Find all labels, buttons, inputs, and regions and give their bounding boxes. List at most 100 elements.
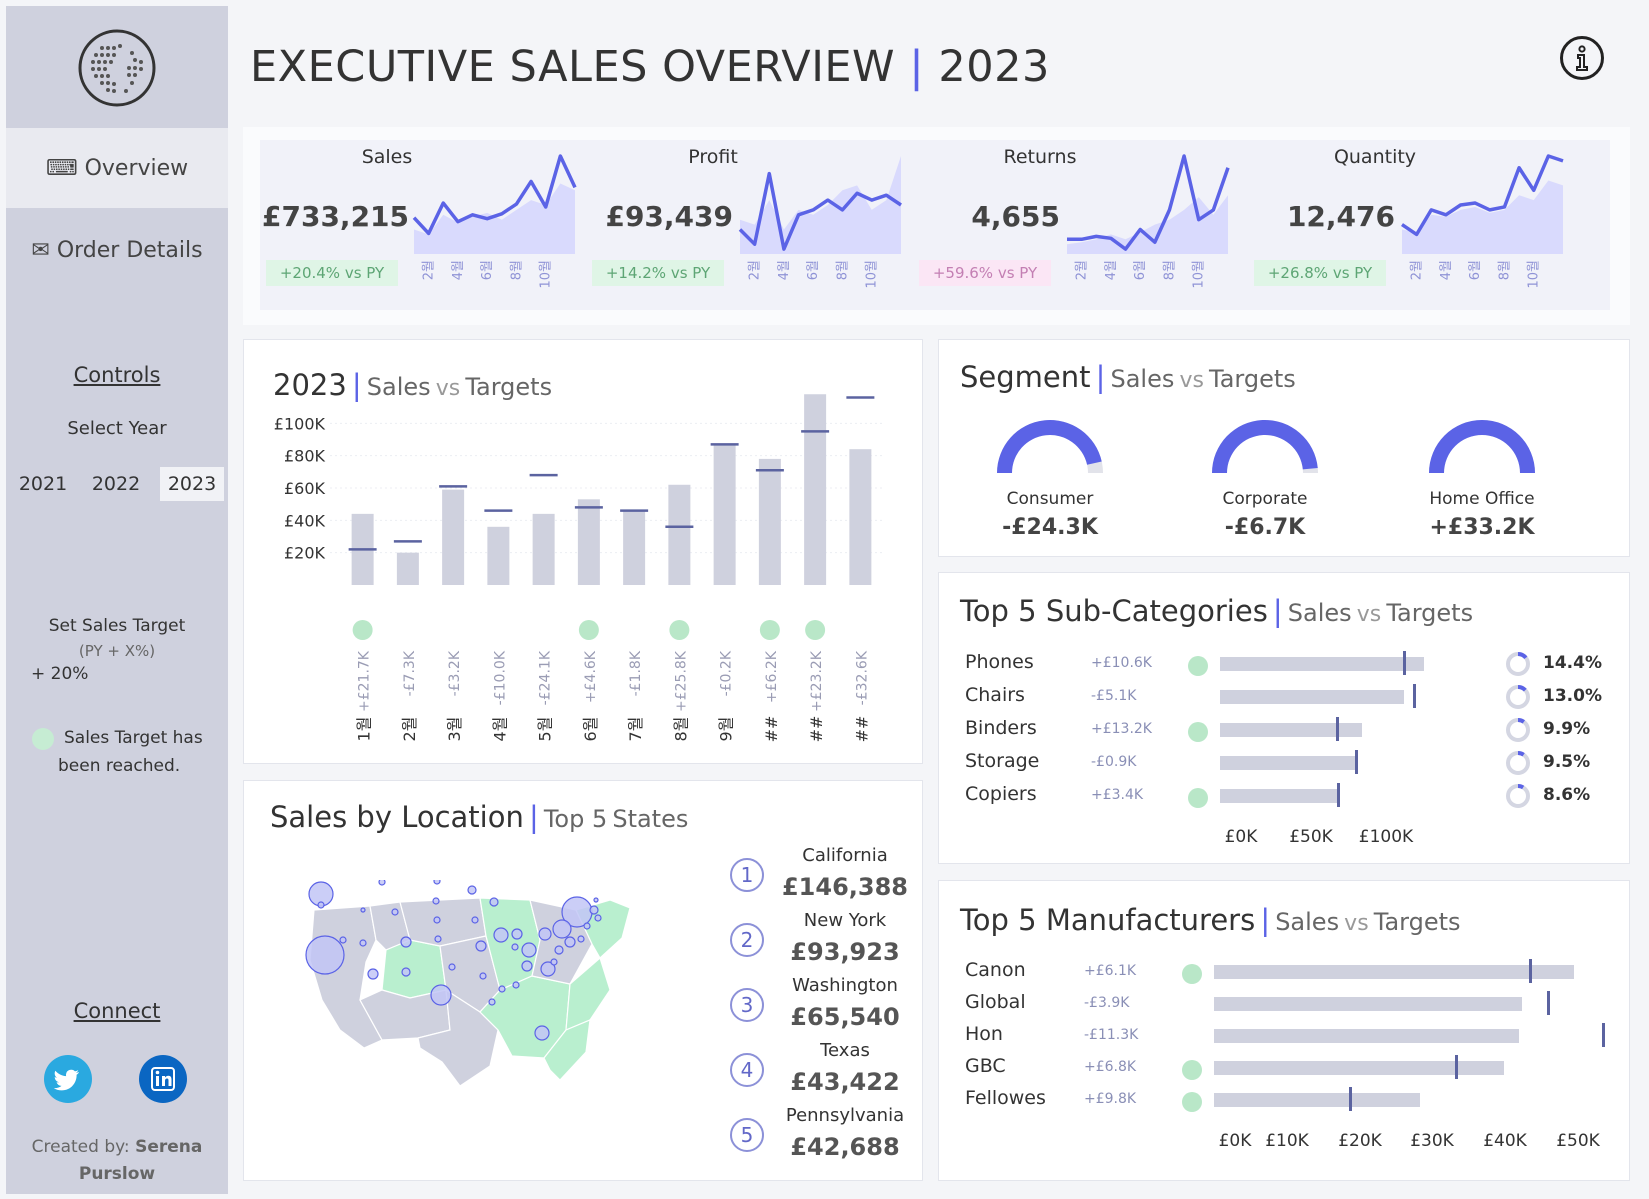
sales-target-value[interactable]: + 20%	[31, 664, 89, 684]
year-2022-button[interactable]: 2022	[91, 473, 141, 495]
kpi-card-returns[interactable]: Returns 4,655 +59.6% vs PY 2월 4월 6월 8월 10월	[915, 140, 1235, 310]
twitter-icon[interactable]	[44, 1055, 92, 1103]
manufacturers-target-mark	[1455, 1055, 1459, 1079]
subcats-row[interactable]: Copiers +£3.4K 8.6%	[945, 779, 1625, 812]
info-icon[interactable]	[1560, 36, 1604, 80]
linkedin-icon[interactable]	[139, 1055, 187, 1103]
manufacturers-row[interactable]: Global -£3.9K	[945, 987, 1625, 1019]
top-state-row[interactable]: 5 Pennsylvania £42,688	[725, 1105, 915, 1167]
kpi-tick-label: 4월	[777, 260, 792, 280]
kpi-label: Returns	[1003, 146, 1077, 168]
kpi-value: 4,655	[971, 200, 1060, 233]
created-by-name-1: Serena	[135, 1137, 203, 1157]
target-reached-legend-dot	[32, 728, 54, 750]
kpi-tick-label: 6월	[1468, 260, 1483, 280]
map-bubble-idaho	[360, 907, 366, 913]
kpi-tick-label: 2월	[422, 260, 437, 280]
subcats-share-icon	[1506, 784, 1530, 808]
monthly-target-reached-dot	[669, 620, 690, 640]
monthly-target-reached-dot	[759, 620, 780, 640]
map-bubble-newmexico	[401, 967, 411, 977]
map-bubble-kentucky	[521, 960, 533, 972]
manufacturers-row[interactable]: GBC +£6.8K	[945, 1051, 1625, 1083]
monthly-diff-label: +£23.2K	[809, 650, 825, 712]
kpi-tick-label: 8월	[835, 260, 850, 280]
top-state-row[interactable]: 2 New York £93,923	[725, 910, 915, 972]
manufacturers-name: Global	[965, 991, 1026, 1013]
kpi-sparkline-prev-area	[414, 183, 575, 254]
monthly-month-label: 5월	[536, 717, 555, 742]
subcats-row[interactable]: Binders +£13.2K 9.9%	[945, 713, 1625, 746]
monthly-month-label: 6월	[581, 717, 600, 742]
state-rank-badge: 1	[730, 858, 764, 892]
kpi-card-quantity[interactable]: Quantity 12,476 +26.8% vs PY 2월 4월 6월 8월 10월	[1250, 140, 1570, 310]
map-bubble-colorado	[400, 936, 412, 948]
segment-gauge-corporate[interactable]: Corporate -£6.7K	[1185, 405, 1345, 545]
manufacturers-target-mark	[1602, 1023, 1605, 1047]
monthly-sales-bar	[758, 458, 781, 585]
subcats-share-icon	[1506, 652, 1530, 676]
monthly-y-tick: £80K	[284, 447, 326, 466]
manufacturers-name: Hon	[965, 1023, 1003, 1045]
nav-overview[interactable]: ⌨ Overview	[6, 128, 228, 208]
kpi-sparkline-line	[1401, 154, 1564, 237]
kpi-label: Quantity	[1333, 146, 1417, 168]
manufacturers-row[interactable]: Fellowes +£9.8K	[945, 1083, 1625, 1115]
kpi-label: Sales	[361, 146, 413, 168]
monthly-diff-label: -£24.1K	[538, 650, 554, 705]
location-title: Sales by Location | Top 5 States	[270, 800, 688, 834]
manufacturers-target-mark	[1546, 991, 1550, 1015]
kpi-sparkline: 2월 4월 6월 8월 10월	[1067, 154, 1230, 289]
subcats-sales-bar	[1220, 690, 1405, 704]
manufacturers-delta: +£6.1K	[1084, 963, 1137, 979]
top-state-row[interactable]: 3 Washington £65,540	[725, 975, 915, 1037]
manufacturers-target-reached-dot	[1182, 964, 1202, 984]
monthly-sales-bar	[532, 513, 555, 585]
subcats-row[interactable]: Chairs -£5.1K 13.0%	[945, 680, 1625, 713]
select-year-label: Select Year	[67, 418, 167, 439]
segment-gauge-consumer[interactable]: Consumer -£24.3K	[970, 405, 1130, 545]
monthly-sales-bar	[487, 526, 510, 585]
top-state-row[interactable]: 1 California £146,388	[725, 845, 915, 907]
segment-name: Consumer	[1006, 489, 1094, 509]
kpi-delta-badge: +59.6% vs PY	[919, 260, 1051, 286]
map-bubble-vermont	[593, 897, 599, 903]
year-2023-button[interactable]: 2023	[160, 467, 224, 501]
map-bubble-connecticut	[594, 914, 602, 922]
monthly-diff-label: +£4.6K	[583, 650, 599, 703]
kpi-tick-label: 8월	[509, 260, 524, 280]
kpi-card-profit[interactable]: Profit £93,439 +14.2% vs PY 2월 4월 6월 8월 10월	[588, 140, 908, 310]
manufacturers-row[interactable]: Canon +£6.1K	[945, 955, 1625, 987]
kpi-tick-label: 10월	[865, 260, 880, 289]
monthly-target-reached-dot	[578, 620, 599, 640]
top-state-row[interactable]: 4 Texas £43,422	[725, 1040, 915, 1102]
us-map[interactable]	[300, 880, 680, 1100]
kpi-tick-label: 10월	[1192, 260, 1207, 289]
map-bubble-arkansas	[479, 972, 487, 980]
manufacturers-row[interactable]: Hon -£11.3K	[945, 1019, 1625, 1051]
state-name: Texas	[820, 1040, 870, 1061]
map-bubble-northcarolina	[554, 945, 564, 955]
segment-gauge-home-office[interactable]: Home Office +£33.2K	[1402, 405, 1562, 545]
subcats-target-reached-dot	[1188, 722, 1208, 742]
segment-title-main: Segment	[960, 360, 1091, 394]
manufacturers-target-mark	[1348, 1087, 1352, 1111]
subcats-row[interactable]: Storage -£0.9K 9.5%	[945, 746, 1625, 779]
kpi-tick-label: 4월	[1439, 260, 1454, 280]
map-bubble-ohio	[538, 927, 552, 941]
map-bubble-nebraska	[433, 916, 441, 924]
subcat-panel	[938, 572, 1630, 864]
kpi-sparkline-prev-area	[1402, 180, 1563, 254]
nav-order-details[interactable]: ✉ Order Details	[6, 210, 228, 290]
year-2021-button[interactable]: 2021	[18, 473, 68, 495]
monthly-y-tick: £40K	[284, 511, 326, 530]
kpi-card-sales[interactable]: Sales £733,215 +20.4% vs PY 2월 4월 6월 8월 10월	[262, 140, 582, 310]
kpi-value: £93,439	[605, 200, 733, 233]
subcat-title-main: Top 5 Sub-Categories	[960, 594, 1268, 628]
monthly-month-label: 7월	[626, 717, 645, 742]
subcats-target-reached-dot	[1188, 656, 1208, 676]
subcats-row[interactable]: Phones +£10.6K 14.4%	[945, 647, 1625, 680]
manufacturers-delta: -£11.3K	[1084, 1027, 1139, 1043]
subcats-delta: +£13.2K	[1091, 721, 1152, 737]
subcats-share: 8.6%	[1543, 785, 1591, 805]
